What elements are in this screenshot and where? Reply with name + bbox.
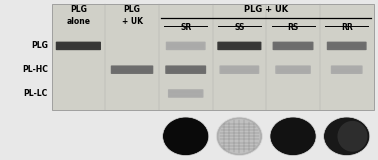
Text: RS: RS bbox=[287, 23, 299, 32]
Bar bbox=[51, 4, 373, 110]
Ellipse shape bbox=[216, 117, 262, 156]
Text: RR: RR bbox=[341, 23, 353, 32]
Ellipse shape bbox=[324, 117, 370, 156]
FancyBboxPatch shape bbox=[273, 42, 313, 50]
FancyBboxPatch shape bbox=[220, 65, 259, 74]
Text: PL-HC: PL-HC bbox=[22, 65, 48, 74]
FancyBboxPatch shape bbox=[168, 89, 203, 98]
Text: SS: SS bbox=[234, 23, 245, 32]
Text: PLG: PLG bbox=[31, 41, 48, 50]
FancyBboxPatch shape bbox=[275, 65, 311, 74]
FancyBboxPatch shape bbox=[331, 65, 363, 74]
FancyBboxPatch shape bbox=[327, 42, 367, 50]
FancyBboxPatch shape bbox=[111, 65, 153, 74]
Text: alone: alone bbox=[67, 17, 90, 26]
Text: PLG: PLG bbox=[124, 5, 141, 14]
Text: SR: SR bbox=[180, 23, 191, 32]
FancyBboxPatch shape bbox=[217, 42, 262, 50]
FancyBboxPatch shape bbox=[166, 42, 206, 50]
Text: PLG: PLG bbox=[70, 5, 87, 14]
Ellipse shape bbox=[338, 121, 367, 152]
FancyBboxPatch shape bbox=[56, 42, 101, 50]
FancyBboxPatch shape bbox=[165, 65, 206, 74]
Ellipse shape bbox=[270, 117, 316, 156]
Text: PL-LC: PL-LC bbox=[23, 89, 48, 98]
Text: PLG + UK: PLG + UK bbox=[244, 5, 288, 14]
Ellipse shape bbox=[163, 117, 209, 156]
Text: + UK: + UK bbox=[122, 17, 143, 26]
Ellipse shape bbox=[218, 119, 260, 154]
